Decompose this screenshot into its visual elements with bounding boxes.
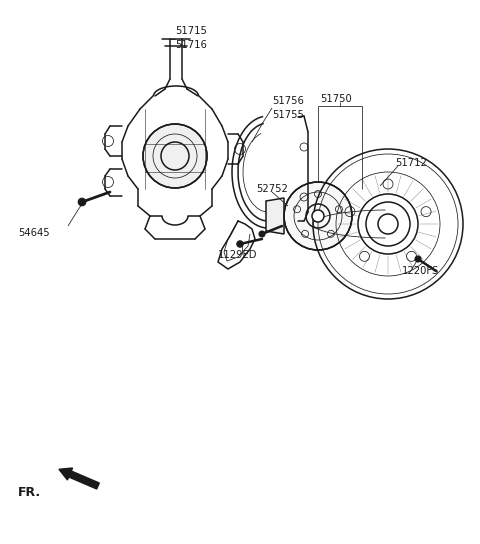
- Text: 51715: 51715: [175, 26, 207, 36]
- Text: 51712: 51712: [395, 158, 427, 168]
- Text: 51716: 51716: [175, 40, 207, 50]
- Text: 1220FS: 1220FS: [402, 266, 439, 276]
- Text: 51756: 51756: [272, 96, 304, 106]
- Circle shape: [284, 182, 352, 250]
- Circle shape: [259, 231, 265, 237]
- Text: 51755: 51755: [272, 110, 304, 120]
- Text: 52752: 52752: [256, 184, 288, 194]
- Circle shape: [78, 198, 86, 206]
- Circle shape: [312, 210, 324, 222]
- Circle shape: [415, 256, 421, 262]
- FancyArrow shape: [59, 468, 99, 489]
- Text: FR.: FR.: [18, 485, 41, 498]
- Text: 1129ED: 1129ED: [218, 250, 257, 260]
- Polygon shape: [266, 198, 284, 234]
- Circle shape: [143, 124, 207, 188]
- Circle shape: [237, 241, 243, 247]
- Text: 54645: 54645: [18, 228, 49, 238]
- Text: 51750: 51750: [320, 94, 352, 104]
